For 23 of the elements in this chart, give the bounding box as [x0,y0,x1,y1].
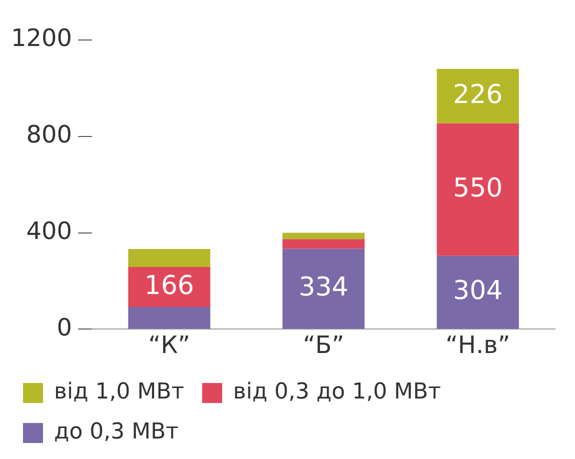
y-tick-label: 1200 [11,24,72,52]
data-label: 550 [453,173,503,204]
x-tick-label: “Б” [302,330,344,359]
bar [436,68,519,124]
y-tick-label: 400 [26,217,72,246]
legend-label: від 1,0 МВт [54,380,184,405]
legend-label: до 0,3 МВт [54,420,179,445]
bar [436,123,519,256]
bar [128,248,210,268]
bar [128,307,210,329]
data-label: 304 [453,276,503,306]
y-tick-label: 0 [56,313,72,342]
legend-label: від 0,3 до 1,0 МВт [233,380,442,405]
x-tick-label: “Н.в” [446,330,510,359]
data-label: 334 [298,272,348,302]
bar [282,248,365,329]
data-label: 226 [453,80,503,110]
data-label: 166 [144,270,194,301]
bar [282,239,365,249]
bar [436,256,519,329]
y-tick-label: 800 [26,120,72,149]
bar [282,232,365,240]
x-tick-label: “К” [148,330,190,359]
